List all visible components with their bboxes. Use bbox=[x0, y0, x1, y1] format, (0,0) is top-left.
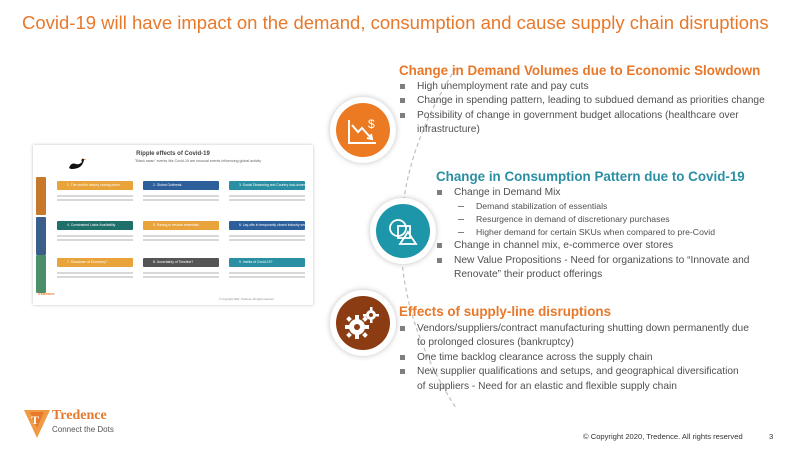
tredence-logo-icon: T bbox=[24, 410, 50, 438]
list-item: Higher demand for certain SKUs when comp… bbox=[436, 226, 776, 239]
consumption-heading: Change in Consumption Pattern due to Cov… bbox=[436, 169, 745, 184]
list-item: New Value Propositions - Need for organi… bbox=[436, 254, 776, 283]
page-number: 3 bbox=[769, 432, 774, 441]
list-item: Possibility of change in government budg… bbox=[399, 109, 769, 138]
ripple-box: 8. Uncertainty of Timeline? bbox=[143, 258, 219, 267]
stage-marker-3 bbox=[36, 255, 46, 293]
ripple-box: 4. Constrained Labor Availability bbox=[57, 221, 133, 230]
tredence-logo: T Tredence Connect the Dots bbox=[22, 406, 142, 442]
svg-text:T: T bbox=[31, 413, 39, 427]
consumption-circle bbox=[370, 198, 436, 264]
ripple-box: 1. The world's factory closing down bbox=[57, 181, 133, 190]
list-item: Change in Demand Mix bbox=[436, 186, 776, 200]
demand-heading: Change in Demand Volumes due to Economic… bbox=[399, 63, 761, 78]
list-item: Change in channel mix, e-commerce over s… bbox=[436, 239, 776, 253]
connector-arc bbox=[400, 67, 457, 409]
supply-circle bbox=[330, 290, 396, 356]
ripple-box: 3. Social Distancing and Country lock-do… bbox=[229, 181, 305, 190]
logo-name: Tredence bbox=[52, 408, 107, 423]
thumbnail-title: Ripple effects of Covid-19 bbox=[136, 151, 210, 157]
supply-bullets: Vendors/suppliers/contract manufacturing… bbox=[399, 322, 749, 394]
black-swan-icon bbox=[69, 158, 87, 169]
thumbnail-copyright: © Copyright 2020, Tredence. All rights r… bbox=[219, 298, 274, 301]
slide-title: Covid-19 will have impact on the demand,… bbox=[22, 12, 769, 33]
demand-circle: $ bbox=[330, 97, 396, 163]
list-item: High unemployment rate and pay cuts bbox=[399, 80, 769, 94]
gears-icon bbox=[345, 307, 379, 339]
copyright-text: © Copyright 2020, Tredence. All rights r… bbox=[583, 432, 743, 441]
stage-marker-2 bbox=[36, 217, 46, 255]
ripple-effects-thumbnail: Ripple effects of Covid-19 "Black swan" … bbox=[33, 145, 313, 305]
thumbnail-logo: Tredence bbox=[37, 291, 55, 296]
list-item: Resurgence in demand of discretionary pu… bbox=[436, 213, 776, 226]
supply-heading: Effects of supply-line disruptions bbox=[399, 304, 612, 319]
list-item: Demand stabilization of essentials bbox=[436, 200, 776, 213]
thumbnail-subtitle: "Black swan" events like Covid-19 are un… bbox=[134, 159, 262, 163]
stage-marker-1 bbox=[36, 177, 46, 215]
list-item: Change in spending pattern, leading to s… bbox=[399, 94, 769, 108]
money-decline-icon: $ bbox=[348, 117, 376, 144]
svg-text:$: $ bbox=[368, 117, 375, 131]
consumption-bullets: Change in Demand Mix Demand stabilizatio… bbox=[436, 186, 776, 283]
ripple-box: 7. Slowdown of Economy? bbox=[57, 258, 133, 267]
list-item: New supplier qualifications and setups, … bbox=[399, 365, 749, 394]
list-item: One time backlog clearance across the su… bbox=[399, 351, 749, 365]
ripple-box: 6. Lay-offs in temporarily closed indust… bbox=[229, 221, 305, 230]
shapes-icon bbox=[389, 219, 418, 245]
ripple-box: 5. Racing to restock essentials bbox=[143, 221, 219, 230]
ripple-box: 9. Inertia of Covid-19? bbox=[229, 258, 305, 267]
logo-tagline: Connect the Dots bbox=[52, 425, 114, 434]
demand-bullets: High unemployment rate and pay cuts Chan… bbox=[399, 80, 769, 138]
list-item: Vendors/suppliers/contract manufacturing… bbox=[399, 322, 749, 351]
ripple-box: 2. Global Outbreak bbox=[143, 181, 219, 190]
